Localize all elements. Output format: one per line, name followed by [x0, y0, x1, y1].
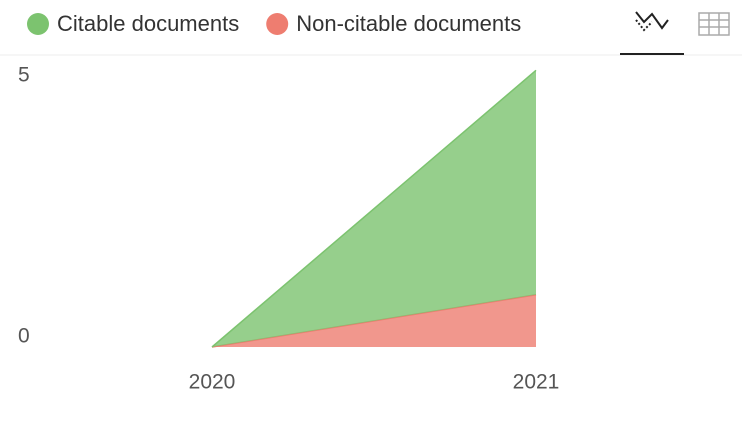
legend-swatch — [27, 13, 49, 35]
chart-icon-line — [635, 11, 669, 30]
x-tick-label: 2021 — [513, 371, 560, 394]
legend-label: Non-citable documents — [296, 11, 521, 36]
legend-label: Citable documents — [57, 11, 239, 36]
chart-icon[interactable] — [635, 11, 669, 32]
x-tick-label: 2020 — [189, 371, 236, 394]
area-line — [211, 69, 537, 348]
y-tick-label: 5 — [18, 64, 30, 87]
legend-swatch — [266, 13, 289, 35]
table-icon-frame — [698, 12, 730, 36]
table-icon[interactable] — [698, 12, 730, 36]
y-tick-label: 0 — [18, 325, 30, 348]
chart-icon-line — [635, 19, 653, 32]
